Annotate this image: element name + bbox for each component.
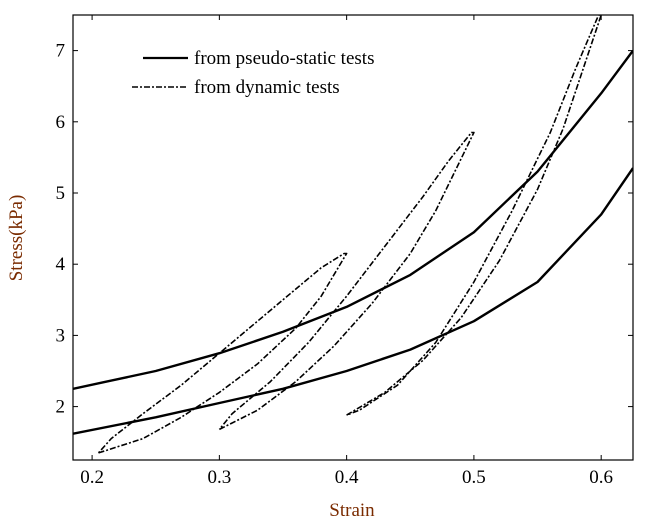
legend-label-dynamic: from dynamic tests [194,77,340,98]
plot-area [72,14,634,461]
y-axis-label: Stress(kPa) [6,195,27,282]
dynamic-loop-3 [346,15,602,416]
y-tick-label: 6 [56,112,66,133]
x-tick-label: 0.2 [80,467,104,488]
x-tick-label: 0.3 [207,467,231,488]
dynamic-loop-2 [218,131,475,431]
dynamic-loop-1 [97,252,348,454]
x-axis-label: Strain [329,500,375,521]
legend-label-pseudo-static: from pseudo-static tests [194,48,374,69]
x-tick-label: 0.4 [335,467,359,488]
y-tick-label: 5 [56,183,66,204]
x-tick-labels: 0.2 0.3 0.4 0.5 0.6 [80,467,613,488]
axis-ticks [73,15,633,460]
legend: from pseudo-static tests from dynamic te… [132,48,374,98]
x-tick-label: 0.6 [589,467,613,488]
pseudo-static-curve-2 [73,167,633,435]
y-tick-label: 2 [56,397,66,418]
y-tick-label: 4 [56,254,66,275]
y-tick-label: 3 [56,325,66,346]
pseudo-static-curve-1 [73,49,633,390]
y-tick-label: 7 [56,41,66,62]
y-tick-labels: 2 3 4 5 6 7 [56,41,66,418]
x-tick-label: 0.5 [462,467,486,488]
series-layer [73,15,633,454]
